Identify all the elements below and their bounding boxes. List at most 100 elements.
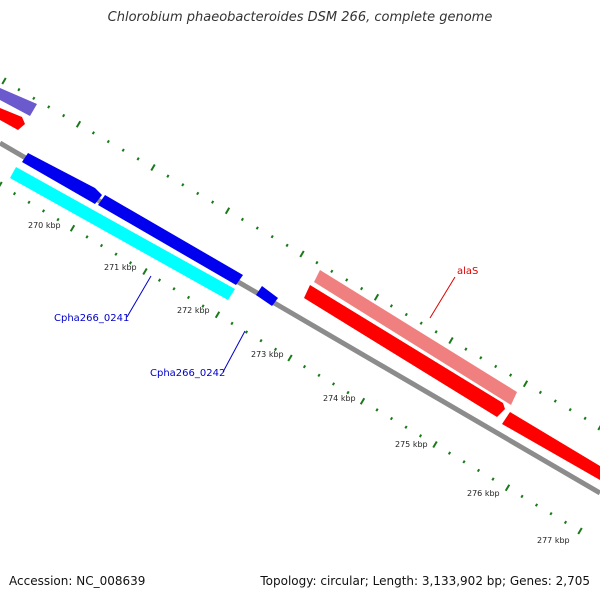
major-tick — [504, 484, 511, 492]
minor-tick — [520, 494, 524, 499]
minor-tick — [196, 191, 200, 196]
minor-tick — [56, 217, 60, 222]
major-tick — [287, 354, 293, 362]
label-alas[interactable]: alaS — [457, 266, 478, 277]
minor-tick — [419, 321, 423, 325]
minor-tick — [549, 511, 553, 516]
minor-tick — [509, 373, 513, 377]
inner-tick-row — [0, 181, 583, 535]
minor-tick — [491, 477, 495, 481]
minor-tick — [270, 234, 274, 239]
minor-tick — [360, 286, 364, 291]
minor-tick — [273, 347, 278, 352]
minor-tick — [244, 330, 249, 334]
gene-red-1[interactable] — [304, 285, 505, 417]
map-title: Chlorobium phaeobacteroides DSM 266, com… — [107, 10, 493, 25]
gene-cyan[interactable] — [10, 167, 235, 300]
minor-tick — [230, 321, 234, 326]
minor-tick — [553, 399, 557, 403]
outer-tick-row — [1, 77, 600, 431]
accession-text: Accession: NC_008639 — [9, 574, 146, 588]
minor-tick — [418, 434, 423, 438]
gene-red-2[interactable] — [502, 412, 600, 480]
major-tick — [69, 224, 76, 232]
minor-tick — [41, 209, 46, 213]
minor-tick — [317, 373, 321, 378]
minor-tick — [568, 407, 572, 412]
minor-tick — [121, 148, 125, 152]
minor-tick — [404, 312, 408, 317]
minor-tick — [345, 278, 349, 282]
minor-tick — [114, 252, 118, 256]
major-tick — [142, 267, 148, 276]
minor-tick — [181, 183, 185, 187]
minor-tick — [259, 338, 263, 343]
major-tick — [299, 250, 305, 258]
gene-purple-top[interactable] — [0, 88, 37, 116]
minor-tick — [240, 217, 244, 222]
minor-tick — [389, 304, 393, 308]
minor-tick — [201, 304, 205, 308]
minor-tick — [331, 382, 336, 386]
minor-tick — [99, 243, 104, 248]
minor-tick — [285, 243, 289, 248]
tick-label-274: 274 kbp — [323, 394, 356, 403]
minor-tick — [32, 96, 36, 101]
minor-tick — [583, 416, 587, 421]
gene-blue-cpha266-0242[interactable] — [256, 286, 278, 306]
gene-red-top-left[interactable] — [0, 108, 25, 130]
tick-label-276: 276 kbp — [467, 489, 500, 498]
major-tick — [224, 207, 231, 215]
minor-tick — [494, 364, 498, 369]
tick-label-272: 272 kbp — [177, 306, 210, 315]
label-cpha266-0241[interactable]: Cpha266_0241 — [54, 313, 129, 324]
genome-backbone — [0, 140, 600, 496]
major-tick — [150, 163, 156, 172]
minor-tick — [534, 503, 539, 507]
minor-tick — [476, 468, 481, 473]
minor-tick — [462, 460, 466, 464]
minor-tick — [447, 451, 452, 455]
gene-blue-cpha266-0241[interactable] — [98, 195, 243, 285]
major-tick — [0, 181, 3, 187]
leader-alas — [429, 276, 456, 319]
minor-tick — [172, 287, 176, 291]
leader-cpha266-0242 — [222, 330, 246, 373]
minor-tick — [211, 200, 215, 204]
tick-label-275: 275 kbp — [395, 440, 428, 449]
minor-tick — [12, 191, 17, 196]
major-tick — [448, 336, 454, 345]
major-tick — [597, 425, 600, 431]
minor-tick — [479, 356, 483, 360]
minor-tick — [186, 295, 191, 300]
gene-alas[interactable] — [314, 270, 517, 405]
major-tick — [577, 527, 583, 535]
minor-tick — [330, 269, 334, 274]
major-tick — [373, 293, 380, 301]
minor-tick — [538, 390, 542, 395]
minor-tick — [375, 408, 379, 412]
minor-tick — [27, 200, 31, 205]
minor-tick — [85, 235, 89, 239]
minor-tick — [255, 226, 259, 230]
major-tick — [432, 440, 438, 449]
minor-tick — [315, 260, 319, 265]
tick-label-271: 271 kbp — [104, 263, 137, 272]
minor-tick — [157, 278, 162, 282]
minor-tick — [136, 157, 140, 161]
leader-cpha266-0241 — [126, 275, 152, 318]
minor-tick — [464, 347, 468, 351]
minor-tick — [404, 425, 408, 429]
tick-label-277: 277 kbp — [537, 536, 570, 545]
label-cpha266-0242[interactable]: Cpha266_0242 — [150, 368, 225, 379]
minor-tick — [302, 364, 307, 369]
minor-tick — [128, 261, 133, 265]
tick-label-270: 270 kbp — [28, 221, 61, 230]
minor-tick — [91, 131, 95, 135]
minor-tick — [62, 113, 66, 118]
gene-blue-1[interactable] — [22, 153, 102, 204]
major-tick — [522, 380, 529, 388]
minor-tick — [563, 520, 568, 525]
major-tick — [214, 311, 221, 319]
